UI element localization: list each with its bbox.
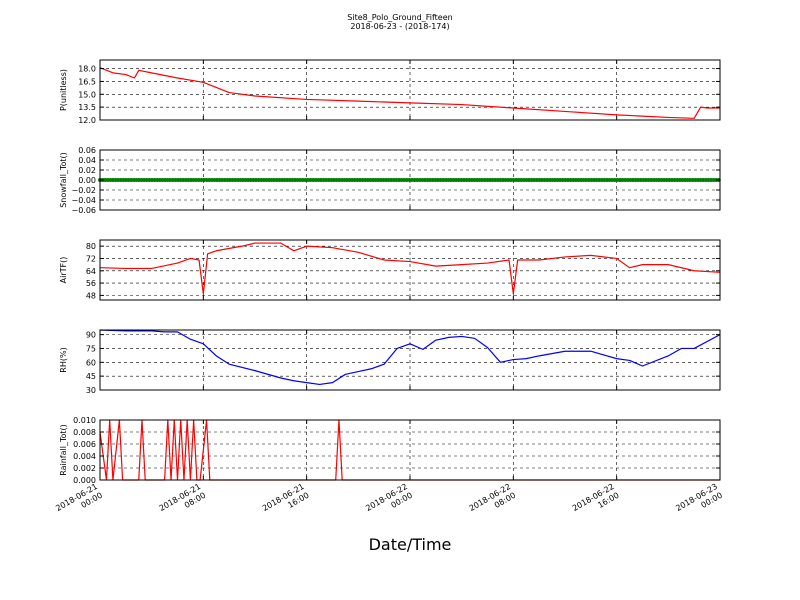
y-tick-label: 60 (86, 358, 96, 367)
y-tick-label: 80 (86, 242, 96, 251)
y-tick-label: 15.0 (78, 90, 96, 99)
y-axis-label: P(unitless) (59, 69, 68, 111)
y-tick-label: −0.04 (71, 196, 96, 205)
series-markers (98, 178, 721, 182)
y-tick-label: 16.5 (78, 77, 96, 86)
subplot-4: 30 45 60 75 90 RH(%) (59, 329, 721, 395)
y-tick-label: 48 (86, 291, 96, 300)
subplot-5: 0.000 0.002 0.004 0.006 0.008 0.010 Rainfall_T… (59, 416, 721, 485)
subplot-2: −0.06−0.04−0.020.000.020.040.06 Snowfall_… (59, 146, 721, 215)
y-tick-label: 0.002 (73, 464, 96, 473)
subplot-1: 12.0 13.5 15.0 16.5 18.0 P(unitless) (59, 59, 721, 125)
series-line (99, 242, 721, 295)
y-tick-label: 0.010 (73, 416, 96, 425)
y-axis-label: Snowfall_Tot() (59, 152, 68, 208)
subplot-3: 48 56 64 72 80 AirTF() (59, 239, 721, 301)
series-line (99, 67, 720, 119)
figure-title: Site8_Polo_Ground_Fifteen (347, 13, 452, 22)
y-tick-label: 0.008 (73, 428, 96, 437)
y-tick-label: 0.00 (78, 176, 96, 185)
y-tick-label: 0.02 (78, 166, 96, 175)
y-axis-label: Rainfall_Tot() (59, 424, 68, 476)
y-axis-label: RH(%) (59, 347, 68, 372)
y-tick-label: −0.02 (71, 186, 96, 195)
y-tick-label: 72 (86, 254, 96, 263)
y-tick-label: 45 (86, 372, 96, 381)
subplot-panels: 12.013.515.016.518.0P(unitless)−0.06−0.0… (59, 59, 721, 485)
y-tick-label: 56 (86, 279, 96, 288)
series-line (99, 329, 721, 386)
y-tick-label: 30 (86, 386, 96, 395)
y-tick-label: 90 (86, 331, 96, 340)
y-tick-label: 13.5 (78, 103, 96, 112)
y-tick-label: 75 (86, 344, 96, 353)
y-tick-label: 0.004 (73, 452, 96, 461)
y-tick-label: 0.04 (78, 156, 96, 165)
figure-subtitle: 2018-06-23 - (2018-174) (350, 22, 449, 31)
y-axis-label: AirTF() (59, 257, 68, 284)
y-tick-label: 0.006 (73, 440, 96, 449)
x-axis-label: Date/Time (369, 535, 452, 554)
y-tick-label: 18.0 (78, 65, 96, 74)
y-tick-label: 0.06 (78, 146, 96, 155)
y-tick-label: −0.06 (71, 206, 96, 215)
y-tick-label: 0.000 (73, 476, 96, 485)
y-tick-label: 64 (86, 267, 96, 276)
y-tick-label: 12.0 (78, 116, 96, 125)
